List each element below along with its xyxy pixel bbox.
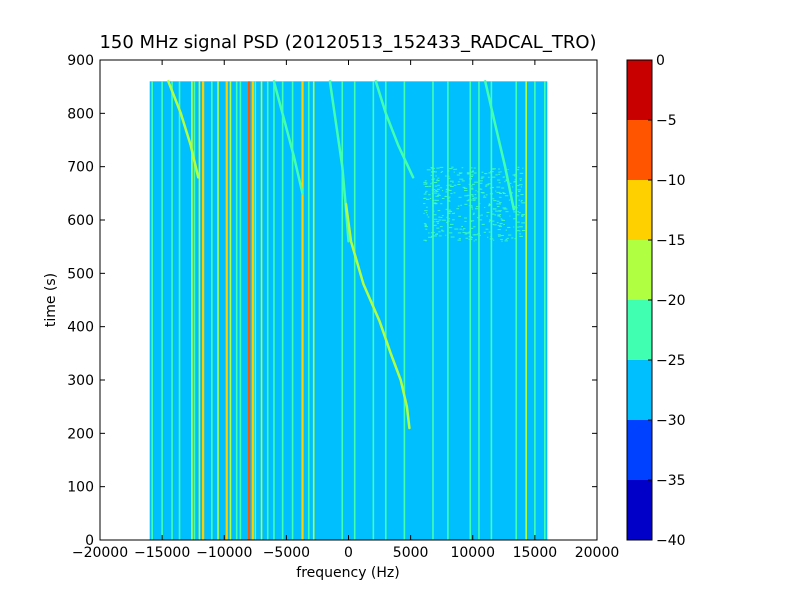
- colorbar: −40 −35 −30 −25 −20 −15 −10 −5 0: [626, 53, 686, 549]
- x-tick-label: 5000: [393, 545, 429, 561]
- colorbar-tick-label: −20: [656, 293, 686, 309]
- colorbar-tick-label: 0: [656, 53, 665, 69]
- colorbar-tick-label: −15: [656, 233, 686, 249]
- colorbar-segment: [627, 420, 652, 480]
- noise-region: [423, 166, 526, 242]
- colorbar-tick-label: −35: [656, 473, 686, 489]
- y-tick-label: 900: [67, 53, 94, 69]
- colorbar-segment: [627, 480, 652, 540]
- drift-track: [374, 80, 415, 179]
- y-tick-label: 400: [67, 320, 94, 336]
- x-tick-label: 15000: [513, 545, 558, 561]
- x-tick-label: −5000: [263, 545, 310, 561]
- x-tick-label: −15000: [134, 545, 190, 561]
- y-tick-label: 0: [85, 533, 94, 549]
- drift-track: [272, 80, 304, 195]
- colorbar-segment: [627, 300, 652, 360]
- colorbar-tick-label: −5: [656, 113, 677, 129]
- colorbar-tick-label: −40: [656, 533, 686, 549]
- colorbar-segment: [627, 240, 652, 300]
- y-tick-label: 300: [67, 373, 94, 389]
- x-tick-label: −20000: [72, 545, 128, 561]
- drift-track: [344, 202, 411, 430]
- spectrogram-layer: [149, 80, 548, 540]
- spectrogram-background: [149, 81, 548, 540]
- y-tick-label: 100: [67, 480, 94, 496]
- x-tick-label: 0: [344, 545, 353, 561]
- colorbar-segment: [627, 120, 652, 180]
- y-axis: 0 100 200 300 400 500 600 700 800 900: [67, 53, 597, 549]
- colorbar-tick-label: −30: [656, 413, 686, 429]
- drift-track: [167, 80, 200, 179]
- chart-title: 150 MHz signal PSD (20120513_152433_RADC…: [99, 32, 596, 53]
- plot-area: [100, 60, 597, 540]
- y-axis-label: time (s): [43, 273, 59, 327]
- y-tick-label: 500: [67, 266, 94, 282]
- x-tick-label: 10000: [450, 545, 495, 561]
- y-tick-label: 800: [67, 106, 94, 122]
- drift-track: [328, 80, 350, 243]
- drift-track: [483, 80, 516, 211]
- colorbar-segment: [627, 180, 652, 240]
- colorbar-tick-label: −25: [656, 353, 686, 369]
- y-tick-label: 600: [67, 213, 94, 229]
- x-axis: −20000 −15000 −10000 −5000 0 5000 10000 15000 20…: [72, 60, 619, 561]
- colorbar-segment: [627, 360, 652, 420]
- x-axis-label: frequency (Hz): [296, 565, 399, 581]
- x-tick-label: −10000: [196, 545, 252, 561]
- colorbar-segment: [627, 60, 652, 120]
- colorbar-tick-label: −10: [656, 173, 686, 189]
- x-tick-label: 20000: [575, 545, 620, 561]
- y-tick-label: 200: [67, 426, 94, 442]
- y-tick-label: 700: [67, 160, 94, 176]
